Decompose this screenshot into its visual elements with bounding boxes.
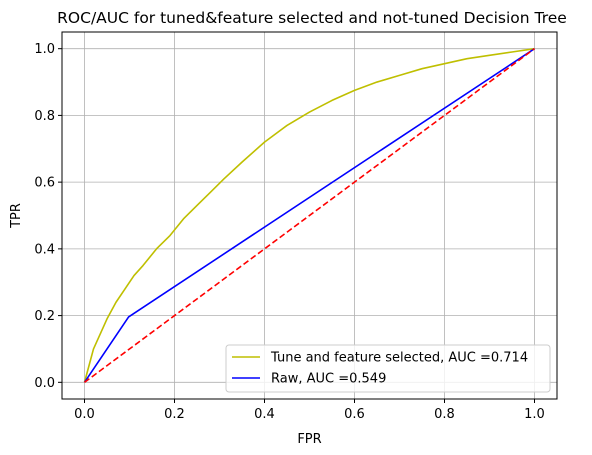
x-axis-label: FPR [297, 432, 321, 447]
y-tick-label: 1.0 [34, 42, 55, 57]
legend-box [225, 344, 551, 393]
x-tick-label: 0.6 [344, 407, 365, 422]
y-tick-label: 0.6 [34, 176, 55, 191]
x-tick-label: 0.8 [434, 407, 455, 422]
series-lines [83, 47, 535, 383]
x-tick-label: 0.4 [254, 407, 275, 422]
y-tick-label: 0.0 [34, 376, 55, 391]
x-tick-label: 0.0 [74, 407, 95, 422]
series-line-2 [83, 48, 535, 383]
series-line-3 [84, 48, 535, 383]
y-tick-label: 0.4 [34, 242, 55, 257]
legend: Tune and feature selected, AUC =0.714 Raw… [225, 344, 551, 393]
series-line-1 [83, 47, 535, 383]
axis-ticks: 0.0 0.2 0.4 0.6 0.8 1.0 0.0 0.2 0.4 0.6 0.8 1.0 [34, 42, 545, 422]
x-tick-label: 1.0 [524, 407, 545, 422]
plot-area-frame [61, 31, 558, 400]
y-tick-label: 0.8 [34, 109, 55, 124]
legend-label-1: Tune and feature selected, AUC =0.714 [270, 351, 528, 366]
grid [62, 32, 557, 399]
y-tick-label: 0.2 [34, 309, 55, 324]
chart-title: ROC/AUC for tuned&feature selected and n… [57, 9, 567, 27]
legend-label-2: Raw, AUC =0.549 [271, 372, 386, 387]
y-axis-label: TPR [9, 203, 24, 229]
x-tick-label: 0.2 [164, 407, 185, 422]
